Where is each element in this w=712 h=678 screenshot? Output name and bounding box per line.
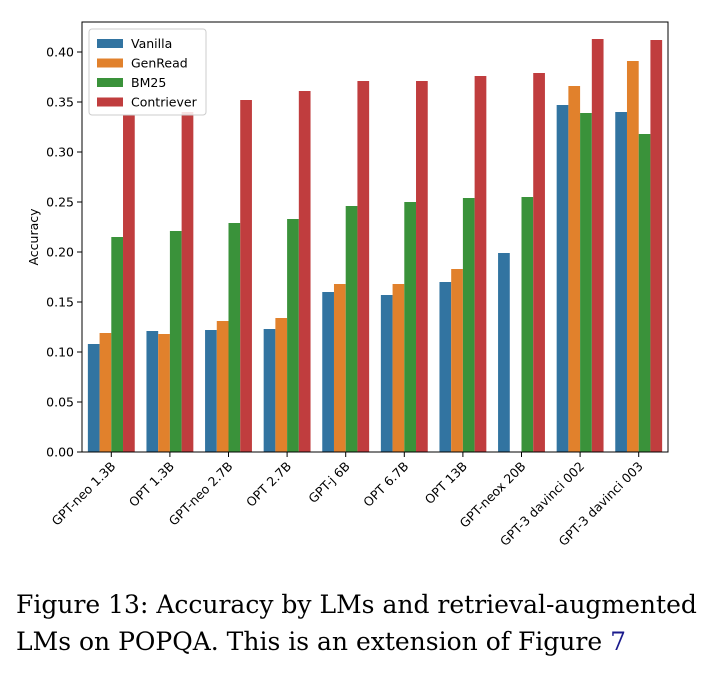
bar-vanilla-4 xyxy=(263,329,276,452)
bar-contriever-3 xyxy=(240,100,252,452)
figure-caption: Figure 13: Accuracy by LMs and retrieval… xyxy=(16,586,706,660)
legend: Vanilla GenRead BM25 Contriever xyxy=(88,28,207,116)
legend-swatch-bm25 xyxy=(97,78,123,87)
bar-bm25-9 xyxy=(580,113,592,452)
legend-label-bm25: BM25 xyxy=(131,75,166,90)
y-axis-label: Accuracy xyxy=(26,208,41,266)
y-tick-label: 0.35 xyxy=(46,95,74,110)
bar-vanilla-8 xyxy=(498,253,510,452)
bar-contriever-8 xyxy=(533,73,545,452)
bar-bm25-1 xyxy=(111,237,124,452)
bar-bm25-8 xyxy=(521,197,534,452)
bar-contriever-9 xyxy=(591,39,604,452)
bar-bm25-10 xyxy=(638,134,651,452)
legend-label-genread: GenRead xyxy=(131,56,188,71)
bar-bm25-3 xyxy=(228,223,241,452)
x-tick-label: OPT 6.7B xyxy=(360,459,411,510)
bar-genread-2 xyxy=(158,334,170,452)
y-tick-label: 0.25 xyxy=(46,195,74,210)
y-tick-label: 0.30 xyxy=(46,145,74,160)
bar-genread-5 xyxy=(333,284,346,452)
bar-chart: 0.00 0.05 0.10 0.15 0.20 0.25 0.30 0.35 0.40 GPT… xyxy=(26,21,669,549)
bar-vanilla-1 xyxy=(87,344,100,452)
bar-vanilla-7 xyxy=(439,282,452,452)
bar-vanilla-6 xyxy=(380,295,393,452)
bar-vanilla-10 xyxy=(615,112,627,452)
bar-genread-4 xyxy=(275,318,288,452)
legend-swatch-vanilla xyxy=(97,39,123,48)
caption-text-after: . This is an extension of Figure xyxy=(210,627,611,656)
bar-contriever-5 xyxy=(357,81,370,452)
bar-bm25-6 xyxy=(404,202,417,452)
legend-label-vanilla: Vanilla xyxy=(131,36,172,51)
bar-contriever-6 xyxy=(416,81,428,452)
bar-bm25-2 xyxy=(169,231,182,452)
bars-layer xyxy=(87,39,663,452)
x-tick-label: GPT-j 6B xyxy=(305,459,353,507)
bar-contriever-4 xyxy=(298,91,311,452)
y-tick-label: 0.40 xyxy=(46,45,74,60)
bar-vanilla-3 xyxy=(205,330,217,452)
legend-swatch-contriever xyxy=(97,97,123,107)
y-tick-label: 0.15 xyxy=(46,295,74,310)
y-tick-label: 0.05 xyxy=(46,395,74,410)
y-tick-label: 0.00 xyxy=(46,445,74,460)
bar-genread-3 xyxy=(216,321,229,452)
y-tick-label: 0.20 xyxy=(46,245,74,260)
bar-genread-9 xyxy=(568,86,581,452)
y-tick-label: 0.10 xyxy=(46,345,74,360)
bar-bm25-4 xyxy=(287,219,299,452)
bar-genread-6 xyxy=(392,284,405,452)
legend-label-contriever: Contriever xyxy=(131,95,198,110)
y-axis: 0.00 0.05 0.10 0.15 0.20 0.25 0.30 0.35 0.40 xyxy=(46,45,82,460)
x-tick-label: OPT 1.3B xyxy=(126,459,177,510)
caption-text: Accuracy by LMs and retrieval-augmented … xyxy=(16,590,697,656)
bar-contriever-2 xyxy=(181,112,194,452)
caption-dataset-name: POPQA xyxy=(118,627,211,656)
x-tick-label: OPT 13B xyxy=(422,459,470,507)
bar-genread-7 xyxy=(451,269,463,452)
legend-box xyxy=(88,28,207,116)
x-tick-label: GPT-neo 1.3B xyxy=(48,459,118,529)
caption-figure-ref[interactable]: 7 xyxy=(610,627,627,656)
caption-label: Figure 13: xyxy=(16,590,149,619)
bar-bm25-5 xyxy=(345,206,358,452)
bar-contriever-10 xyxy=(650,40,663,452)
bar-vanilla-5 xyxy=(322,292,334,452)
bar-bm25-7 xyxy=(462,198,475,452)
bar-contriever-1 xyxy=(123,115,135,452)
x-tick-label: OPT 2.7B xyxy=(243,459,294,510)
bar-vanilla-9 xyxy=(556,105,569,452)
bar-vanilla-2 xyxy=(146,331,159,452)
bar-genread-1 xyxy=(99,333,112,452)
legend-swatch-genread xyxy=(97,58,123,68)
plot-frame xyxy=(81,21,669,453)
bar-contriever-7 xyxy=(474,76,487,452)
bar-genread-10 xyxy=(626,61,639,452)
